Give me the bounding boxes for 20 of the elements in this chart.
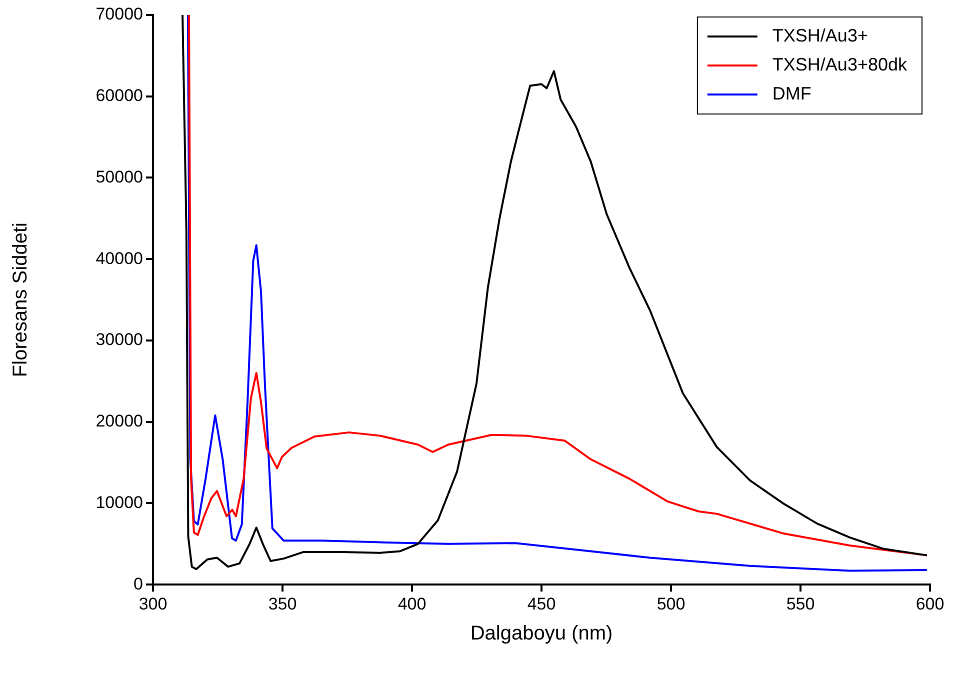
x-tick-label: 600 xyxy=(916,594,944,614)
legend-label: DMF xyxy=(772,83,812,104)
x-tick-label: 400 xyxy=(398,594,426,614)
y-tick-label: 20000 xyxy=(96,412,143,431)
y-tick-label: 60000 xyxy=(96,86,143,106)
x-axis-title: Dalgaboyu (nm) xyxy=(470,622,613,645)
legend-label: TXSH/Au3+80dk xyxy=(772,54,908,74)
y-tick-label: 30000 xyxy=(96,330,143,350)
y-tick-label: 50000 xyxy=(96,167,143,186)
y-tick-label: 40000 xyxy=(96,248,143,268)
x-tick-label: 350 xyxy=(268,594,297,614)
legend-label: TXSH/Au3+ xyxy=(772,25,868,46)
x-tick-label: 450 xyxy=(527,594,556,614)
x-tick-label: 550 xyxy=(786,594,815,614)
x-tick-label: 300 xyxy=(138,594,168,614)
y-tick-label: 0 xyxy=(134,574,143,594)
x-tick-label: 500 xyxy=(656,594,686,614)
y-axis-title: Floresans Siddeti xyxy=(10,222,32,378)
y-tick-label: 70000 xyxy=(96,4,143,24)
y-tick-label: 10000 xyxy=(96,492,143,512)
